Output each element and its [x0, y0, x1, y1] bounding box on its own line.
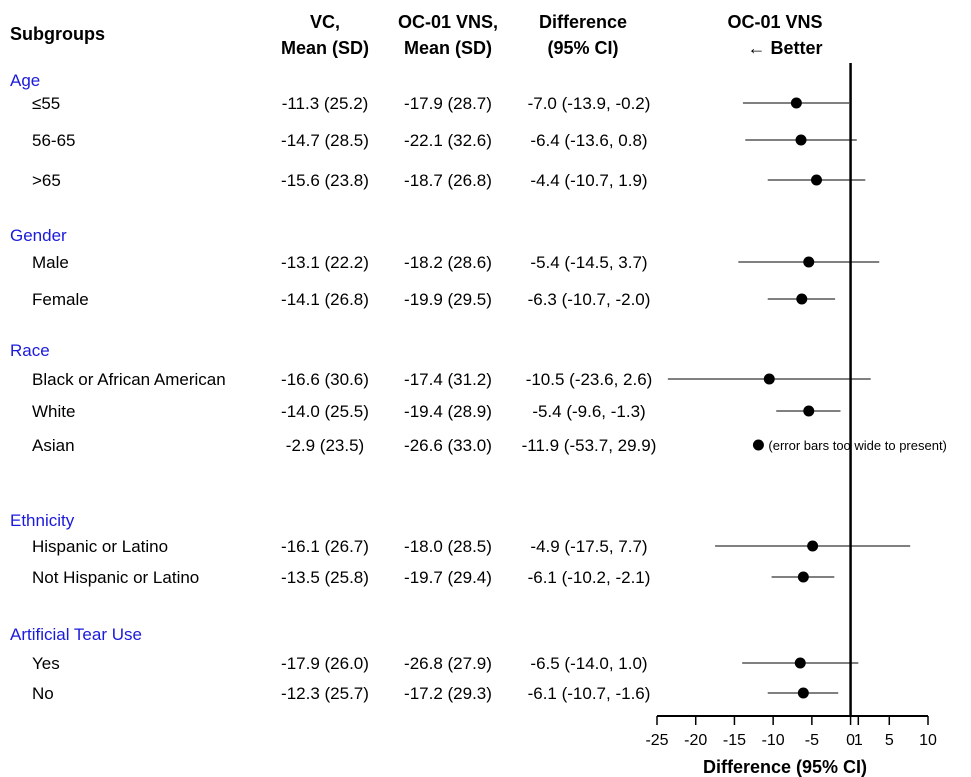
vc-value: -15.6 (23.8) [281, 171, 369, 190]
favor-header-line1: OC-01 VNS [727, 12, 822, 32]
row-label: White [32, 402, 75, 421]
group-label: Gender [10, 226, 67, 245]
point-estimate [795, 134, 807, 146]
point-estimate [752, 439, 764, 451]
oc-value: -26.8 (27.9) [404, 654, 492, 673]
group-label: Race [10, 341, 50, 360]
vc-value: -13.1 (22.2) [281, 253, 369, 272]
point-estimate [763, 373, 775, 385]
oc-value: -17.2 (29.3) [404, 684, 492, 703]
vc-value: -11.3 (25.2) [282, 94, 369, 113]
row-label: Female [32, 290, 89, 309]
group-label: Ethnicity [10, 511, 75, 530]
row-label: Hispanic or Latino [32, 537, 168, 556]
diff-value: -10.5 (-23.6, 2.6) [526, 370, 653, 389]
row-label: No [32, 684, 54, 703]
point-estimate [797, 571, 809, 583]
x-tick-label: 0 [846, 732, 855, 749]
diff-value: -7.0 (-13.9, -0.2) [528, 94, 651, 113]
vc-value: -14.1 (26.8) [281, 290, 369, 309]
oc-value: -19.7 (29.4) [404, 568, 492, 587]
vc-value: -14.0 (25.5) [281, 402, 369, 421]
diff-value: -5.4 (-14.5, 3.7) [530, 253, 647, 272]
vc-value: -16.1 (26.7) [281, 537, 369, 556]
x-tick-label: -25 [645, 732, 668, 749]
x-tick-label: -10 [762, 732, 785, 749]
subgroups-header: Subgroups [10, 24, 105, 44]
diff-header-line1: Difference [539, 12, 627, 32]
diff-value: -6.1 (-10.2, -2.1) [528, 568, 651, 587]
row-label: >65 [32, 171, 61, 190]
vc-value: -2.9 (23.5) [286, 436, 364, 455]
vc-value: -17.9 (26.0) [281, 654, 369, 673]
x-tick-label: 5 [885, 732, 894, 749]
favor-header-line2: ← Better [747, 38, 822, 58]
column-headers: Subgroups VC, Mean (SD) OC-01 VNS, Mean … [10, 12, 823, 58]
x-tick-label: 1 [854, 732, 863, 749]
row-label: Male [32, 253, 69, 272]
diff-value: -6.5 (-14.0, 1.0) [530, 654, 647, 673]
oc-value: -22.1 (32.6) [404, 131, 492, 150]
oc-value: -18.0 (28.5) [404, 537, 492, 556]
x-tick-label: -20 [684, 732, 707, 749]
oc-value: -19.9 (29.5) [404, 290, 492, 309]
point-estimate [790, 97, 802, 109]
diff-header-line2: (95% CI) [547, 38, 618, 58]
subgroup-rows: Age ≤55 -11.3 (25.2) -17.9 (28.7) -7.0 (-13.… [10, 71, 656, 703]
diff-value: -4.4 (-10.7, 1.9) [530, 171, 647, 190]
point-estimate [796, 293, 808, 305]
vc-value: -16.6 (30.6) [281, 370, 369, 389]
point-estimate [794, 657, 806, 669]
point-estimate [807, 540, 819, 552]
error-bar-note: (error bars too wide to present) [768, 438, 946, 453]
vc-value: -14.7 (28.5) [281, 131, 369, 150]
oc-value: -17.4 (31.2) [404, 370, 492, 389]
row-label: ≤55 [32, 94, 60, 113]
x-axis-title: Difference (95% CI) [703, 757, 867, 777]
group-label: Artificial Tear Use [10, 625, 142, 644]
x-tick-label: 10 [919, 732, 937, 749]
row-label: Not Hispanic or Latino [32, 568, 199, 587]
point-estimate [803, 256, 815, 268]
diff-value: -4.9 (-17.5, 7.7) [530, 537, 647, 556]
x-tick-label: -15 [723, 732, 746, 749]
vc-header-line1: VC, [310, 12, 340, 32]
diff-value: -6.3 (-10.7, -2.0) [528, 290, 651, 309]
point-estimate [811, 174, 823, 186]
row-label: 56-65 [32, 131, 75, 150]
x-axis: -25 -20 -15 -10 -5 01 5 10 Difference (95% CI) [645, 63, 937, 777]
row-label: Yes [32, 654, 60, 673]
diff-value: -6.4 (-13.6, 0.8) [530, 131, 647, 150]
forest-marks: (error bars too wide to present) [667, 97, 947, 699]
oc-value: -17.9 (28.7) [404, 94, 492, 113]
x-tick-label: -5 [805, 732, 819, 749]
diff-value: -5.4 (-9.6, -1.3) [532, 402, 645, 421]
point-estimate [803, 405, 815, 417]
oc-header-line2: Mean (SD) [404, 38, 492, 58]
vc-value: -13.5 (25.8) [281, 568, 369, 587]
oc-header-line1: OC-01 VNS, [398, 12, 498, 32]
vc-value: -12.3 (25.7) [281, 684, 369, 703]
diff-value: -11.9 (-53.7, 29.9) [522, 436, 657, 455]
diff-value: -6.1 (-10.7, -1.6) [528, 684, 651, 703]
row-label: Black or African American [32, 370, 226, 389]
oc-value: -19.4 (28.9) [404, 402, 492, 421]
oc-value: -18.7 (26.8) [404, 171, 492, 190]
point-estimate [797, 687, 809, 699]
group-label: Age [10, 71, 40, 90]
vc-header-line2: Mean (SD) [281, 38, 369, 58]
row-label: Asian [32, 436, 75, 455]
oc-value: -26.6 (33.0) [404, 436, 492, 455]
oc-value: -18.2 (28.6) [404, 253, 492, 272]
